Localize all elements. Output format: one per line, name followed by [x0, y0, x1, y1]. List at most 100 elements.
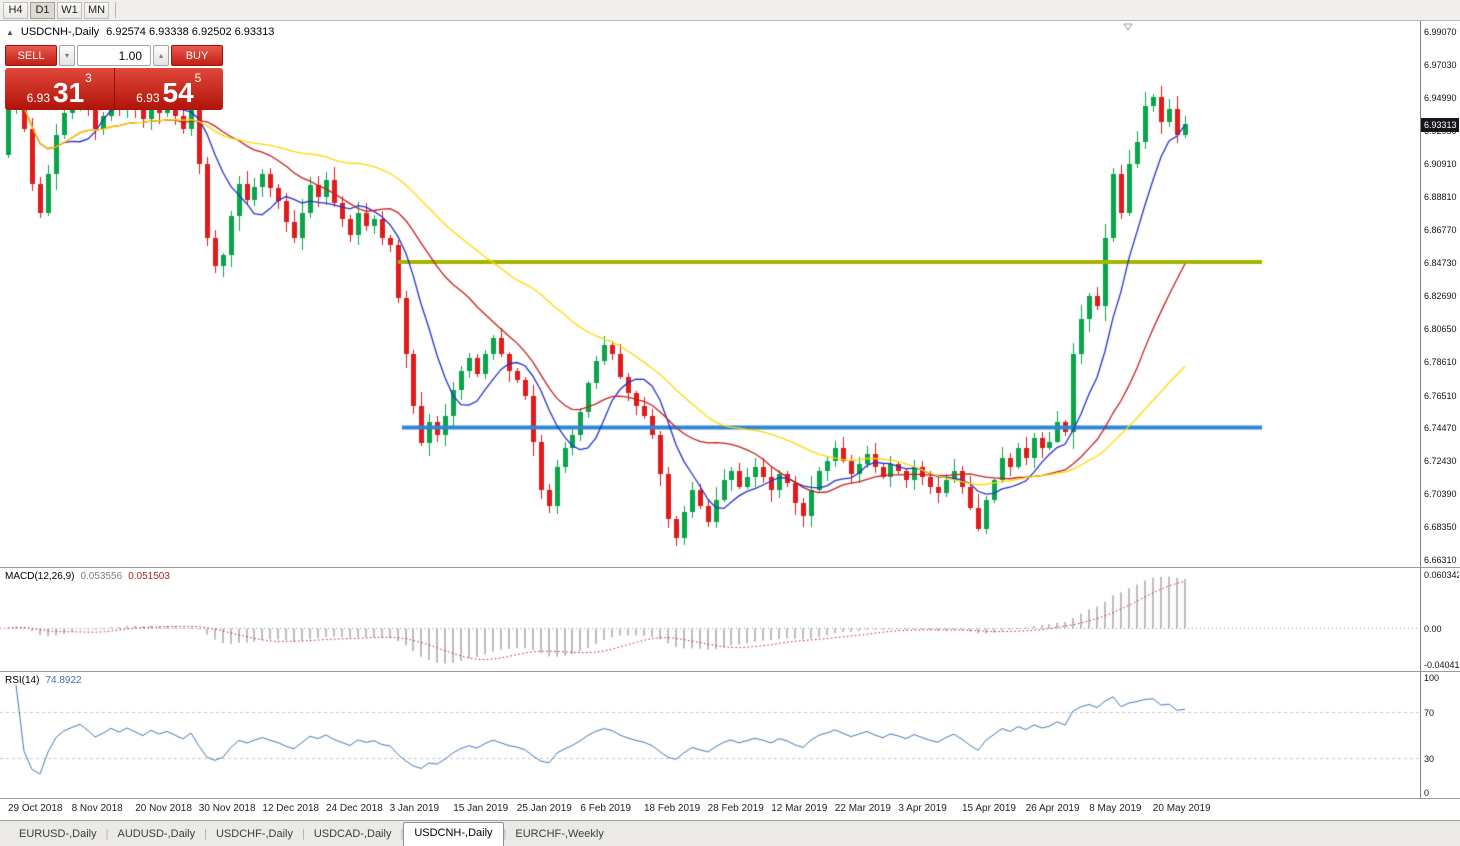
date-label: 15 Apr 2019: [962, 803, 1016, 814]
chart-tab-audusd-daily[interactable]: AUDUSD-,Daily: [117, 828, 196, 840]
date-label: 8 Nov 2018: [71, 803, 123, 814]
price-axis-label: 6.72430: [1424, 456, 1457, 467]
date-label: 26 Apr 2019: [1025, 803, 1080, 814]
rsi-axis-label: 0: [1424, 788, 1430, 798]
toolbar-separator: [115, 2, 117, 18]
price-axis-label: 6.90910: [1424, 158, 1457, 169]
buy-price-main: 6.93: [136, 91, 160, 105]
chart-tab-usdcnh-daily[interactable]: USDCNH-,Daily: [403, 822, 504, 846]
chart-symbol-label: USDCNH-,Daily: [20, 26, 100, 38]
price-axis-label: 6.74470: [1424, 423, 1457, 434]
buy-price-sup: 5: [194, 71, 202, 85]
macd-canvas[interactable]: [0, 568, 1420, 671]
date-label: 12 Dec 2018: [262, 803, 320, 814]
chart-tab-usdchf-daily[interactable]: USDCHF-,Daily: [215, 828, 293, 840]
price-axis-label: 6.99070: [1424, 27, 1457, 37]
date-label: 29 Oct 2018: [8, 803, 63, 814]
tab-separator: |: [301, 828, 305, 840]
date-label: 18 Feb 2019: [644, 803, 701, 814]
sell-price-main: 6.93: [26, 91, 50, 105]
price-axis-label: 6.88810: [1424, 192, 1457, 203]
sell-price-big: 31: [53, 77, 85, 108]
price-axis-label: 6.78610: [1424, 356, 1457, 367]
buy-button[interactable]: BUY: [171, 45, 223, 66]
rsi-plot: RSI(14) 74.8922: [0, 672, 1421, 798]
volume-input[interactable]: [77, 45, 151, 66]
date-label: 8 May 2019: [1089, 803, 1142, 814]
sell-button[interactable]: SELL: [5, 45, 57, 66]
rsi-axis-label: 100: [1424, 673, 1440, 683]
chart-tab-eurusd-daily[interactable]: EURUSD-,Daily: [19, 828, 97, 840]
price-axis-label: 6.84730: [1424, 258, 1457, 269]
date-label: 25 Jan 2019: [516, 803, 572, 814]
macd-axis-label: 0.00: [1424, 623, 1442, 634]
date-label: 28 Feb 2019: [707, 803, 764, 814]
date-label: 24 Dec 2018: [326, 803, 383, 814]
tab-separator: |: [204, 828, 207, 840]
date-label: 30 Nov 2018: [198, 803, 256, 814]
one-click-trading-panel: SELL ▾ ▴ BUY 6.93 31 3 6.93 54 5: [5, 45, 223, 110]
date-label: 15 Jan 2019: [453, 803, 509, 814]
price-chart-canvas[interactable]: [0, 21, 1420, 567]
date-label: 22 Mar 2019: [834, 803, 891, 814]
chart-tab-usdcad-daily[interactable]: USDCAD-,Daily: [313, 828, 392, 840]
macd-plot: MACD(12,26,9) 0.053556 0.051503: [0, 568, 1421, 671]
date-label: 20 May 2019: [1152, 803, 1211, 814]
chart-info-line: ▲ USDCNH-,Daily 6.92574 6.93338 6.92502 …: [6, 26, 274, 38]
date-label: 20 Nov 2018: [135, 803, 192, 814]
macd-title: MACD(12,26,9): [5, 571, 75, 582]
one-click-toggle-icon[interactable]: ▲: [6, 27, 14, 37]
sell-price-sup: 3: [85, 71, 92, 85]
date-label: 3 Jan 2019: [389, 803, 440, 814]
price-axis-label: 6.86770: [1424, 225, 1457, 236]
price-chart-panel: ▲ USDCNH-,Daily 6.92574 6.93338 6.92502 …: [0, 21, 1460, 568]
rsi-axis[interactable]: 100 70 30 0: [1421, 672, 1459, 798]
buy-price-big: 54: [162, 77, 194, 108]
rsi-value: 74.8922: [45, 675, 82, 686]
tab-separator: |: [503, 828, 507, 840]
price-axis-label: 6.80650: [1424, 323, 1457, 334]
macd-label: MACD(12,26,9) 0.053556 0.051503: [5, 571, 170, 582]
rsi-title: RSI(14): [5, 675, 40, 686]
macd-signal-value: 0.051503: [128, 571, 170, 582]
chart-ohlc-values: 6.92574 6.93338 6.92502 6.93313: [106, 26, 275, 38]
rsi-label: RSI(14) 74.8922: [5, 675, 82, 686]
price-axis-label: 6.68350: [1424, 522, 1457, 533]
rsi-panel: RSI(14) 74.8922 100 70 30 0: [0, 672, 1460, 799]
date-label: 6 Feb 2019: [580, 803, 631, 814]
price-axis[interactable]: 6.93313 6.990706.970306.949906.929506.90…: [1421, 21, 1459, 567]
time-axis[interactable]: 29 Oct 2018 8 Nov 2018 20 Nov 2018 30 Nov 2…: [0, 799, 1460, 820]
timeframe-toolbar: H4 D1 W1 MN: [0, 0, 1460, 21]
timeframe-button-w1[interactable]: W1: [57, 1, 82, 19]
tab-separator: |: [105, 828, 109, 840]
timeframe-button-h4[interactable]: H4: [3, 1, 28, 19]
volume-decrease-button[interactable]: ▾: [59, 45, 75, 66]
chart-tab-bar: EURUSD-,Daily | AUDUSD-,Daily | USDCHF-,Dail…: [0, 820, 1460, 846]
volume-increase-button[interactable]: ▴: [153, 45, 169, 66]
chart-tab-eurchf-weekly[interactable]: EURCHF-,Weekly: [515, 828, 604, 840]
macd-main-value: 0.053556: [80, 571, 123, 582]
rsi-axis-label: 30: [1424, 753, 1435, 764]
price-axis-label: 6.66310: [1424, 555, 1457, 565]
sell-price-display[interactable]: 6.93 31 3: [5, 68, 115, 110]
price-chart-plot: ▲ USDCNH-,Daily 6.92574 6.93338 6.92502 …: [0, 21, 1421, 567]
date-label: 3 Apr 2019: [898, 803, 947, 814]
macd-axis[interactable]: 0.060342 0.00 -0.040415: [1421, 568, 1459, 671]
rsi-canvas[interactable]: [0, 672, 1420, 798]
tab-separator: |: [400, 828, 404, 840]
price-axis-label: 6.70390: [1424, 489, 1457, 500]
macd-axis-label: 0.060342: [1424, 570, 1459, 580]
rsi-axis-label: 70: [1424, 707, 1435, 718]
current-price-tag: 6.93313: [1421, 117, 1459, 132]
timeframe-button-mn[interactable]: MN: [84, 1, 110, 19]
date-label: 12 Mar 2019: [771, 803, 828, 814]
buy-price-display[interactable]: 6.93 54 5: [114, 68, 223, 110]
macd-panel: MACD(12,26,9) 0.053556 0.051503 0.060342…: [0, 568, 1460, 672]
macd-axis-label: -0.040415: [1424, 660, 1459, 670]
price-axis-label: 6.76510: [1424, 390, 1457, 401]
price-axis-label: 6.82690: [1424, 291, 1457, 301]
timeframe-button-d1[interactable]: D1: [30, 1, 55, 19]
price-axis-label: 6.97030: [1424, 59, 1457, 70]
price-axis-label: 6.94990: [1424, 92, 1457, 103]
